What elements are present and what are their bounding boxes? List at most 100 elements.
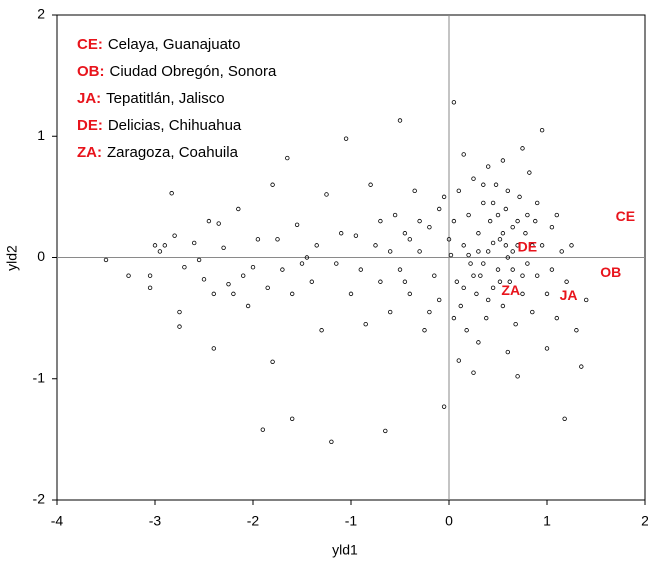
point: [527, 170, 532, 175]
point: [417, 249, 422, 254]
point: [515, 243, 520, 248]
point: [353, 233, 359, 238]
point: [510, 224, 515, 230]
point: [554, 212, 559, 218]
point: [505, 188, 510, 194]
point: [147, 285, 153, 291]
point: [520, 146, 525, 151]
point: [461, 243, 466, 248]
environment-label: DE: [518, 239, 537, 255]
point: [152, 243, 158, 248]
point: [437, 297, 442, 303]
point: [441, 404, 447, 409]
point: [201, 277, 207, 282]
point: [240, 273, 246, 278]
point: [407, 291, 412, 297]
point: [505, 349, 510, 355]
x-tick-label: 2: [641, 513, 648, 529]
y-axis-label: yld2: [4, 245, 20, 271]
point: [493, 182, 499, 187]
point: [368, 182, 373, 187]
note-name: Ciudad Obregón, Sonora: [110, 63, 277, 80]
point: [275, 237, 280, 242]
point: [397, 267, 403, 272]
point: [191, 240, 197, 246]
point: [427, 224, 432, 230]
point: [456, 188, 461, 194]
point: [211, 291, 216, 297]
point: [569, 243, 574, 248]
point: [147, 273, 153, 278]
point: [304, 255, 310, 260]
point: [260, 427, 265, 432]
point: [182, 265, 187, 270]
point: [510, 267, 515, 272]
y-tick-label: 1: [37, 127, 45, 143]
point: [500, 158, 506, 163]
y-tick-label: 2: [37, 6, 45, 22]
point: [535, 273, 540, 278]
point: [579, 364, 584, 369]
x-tick-label: -1: [345, 513, 358, 529]
point: [388, 249, 393, 254]
point: [437, 206, 442, 212]
point: [407, 237, 412, 242]
point: [432, 273, 437, 278]
note-code: DE:: [77, 117, 103, 134]
point: [348, 291, 354, 297]
point: [402, 231, 408, 236]
point: [412, 188, 417, 194]
note-name: Zaragoza, Coahuila: [107, 144, 239, 161]
point: [172, 233, 177, 238]
point: [464, 328, 469, 333]
point: [513, 321, 518, 327]
point: [490, 240, 496, 246]
point: [476, 249, 481, 254]
x-tick-label: 1: [543, 513, 551, 529]
point: [448, 252, 454, 258]
point: [490, 285, 496, 291]
point: [255, 237, 261, 242]
note-code: JA:: [77, 90, 101, 107]
point: [294, 222, 300, 227]
point: [584, 297, 589, 303]
point: [471, 273, 476, 278]
point: [206, 218, 212, 224]
point: [497, 279, 503, 284]
point: [490, 200, 496, 206]
point: [334, 261, 339, 266]
point: [476, 340, 481, 345]
environment-label: ZA: [501, 282, 520, 298]
point: [169, 191, 174, 196]
point: [339, 231, 344, 236]
point: [466, 252, 471, 258]
point: [525, 212, 530, 218]
x-axis-label: yld1: [332, 542, 358, 558]
point: [162, 243, 167, 248]
point: [574, 328, 579, 333]
point: [515, 374, 520, 379]
point: [427, 309, 432, 315]
point: [451, 100, 457, 105]
point: [126, 273, 131, 278]
note-name: Delicias, Chihuahua: [108, 117, 242, 134]
point: [290, 291, 295, 297]
point: [539, 243, 545, 248]
point: [280, 267, 285, 272]
point: [392, 212, 398, 218]
point: [157, 249, 163, 254]
point: [497, 237, 503, 242]
point: [468, 261, 473, 266]
point: [270, 182, 275, 187]
point: [520, 291, 525, 297]
point: [363, 321, 368, 327]
point: [324, 192, 329, 197]
point: [285, 155, 290, 161]
point: [451, 315, 457, 321]
point: [451, 218, 457, 224]
point: [554, 315, 559, 321]
point: [500, 231, 506, 236]
point: [517, 194, 522, 200]
point: [221, 245, 226, 250]
